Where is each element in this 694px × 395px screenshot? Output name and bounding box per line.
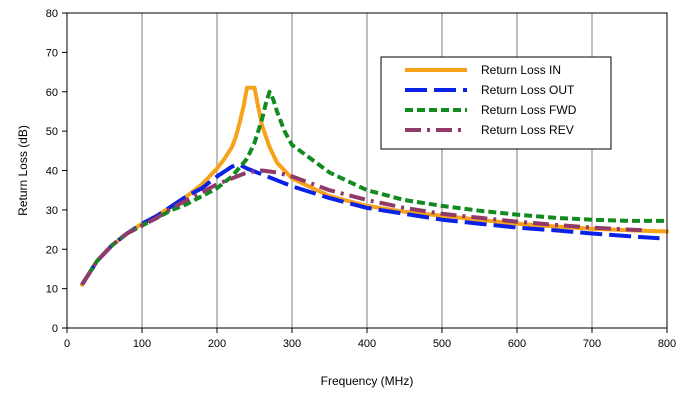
legend: Return Loss IN Return Loss OUT Return Loss…	[380, 56, 612, 150]
series-line-3	[80, 168, 645, 286]
x-tick-labels: 0 100 200 300 400 500 600 700 800	[64, 338, 676, 350]
y-tick-label-80: 80	[46, 8, 58, 20]
legend-label-2: Return Loss FWD	[481, 103, 577, 117]
x-tick-label-600: 600	[508, 338, 526, 350]
y-tick-label-30: 30	[46, 205, 58, 217]
y-tick-label-20: 20	[46, 244, 58, 256]
y-tick-label-60: 60	[46, 87, 58, 99]
series-line-0	[80, 85, 669, 287]
x-axis-label: Frequency (MHz)	[321, 374, 414, 388]
series-layer	[80, 85, 669, 287]
x-tick-label-100: 100	[133, 338, 151, 350]
y-tick-label-50: 50	[46, 126, 58, 138]
y-tick-label-10: 10	[46, 284, 58, 296]
x-tick-label-400: 400	[358, 338, 376, 350]
y-tick-label-40: 40	[46, 166, 58, 178]
x-tick-label-700: 700	[583, 338, 601, 350]
legend-label-0: Return Loss IN	[481, 63, 561, 77]
y-tick-labels: 0 10 20 30 40 50 60 70 80	[46, 8, 58, 335]
x-tick-label-800: 800	[658, 338, 676, 350]
x-tick-label-200: 200	[208, 338, 226, 350]
legend-label-1: Return Loss OUT	[481, 83, 575, 97]
y-axis-label: Return Loss (dB)	[16, 125, 30, 216]
x-tick-label-300: 300	[283, 338, 301, 350]
y-tick-label-0: 0	[52, 323, 58, 335]
legend-label-3: Return Loss REV	[481, 123, 574, 137]
x-tick-label-0: 0	[64, 338, 70, 350]
y-tick-label-70: 70	[46, 47, 58, 59]
legend-box	[380, 56, 612, 150]
x-tick-label-500: 500	[433, 338, 451, 350]
axis-ticks	[62, 12, 668, 333]
